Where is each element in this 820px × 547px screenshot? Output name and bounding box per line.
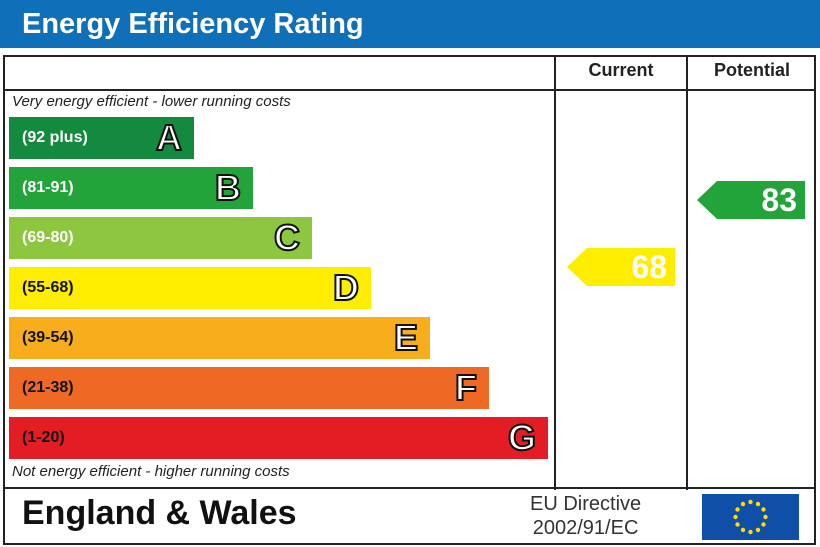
star [748,529,753,535]
star [761,507,766,512]
band-range: (21-38) [22,379,74,396]
chart-title: Energy Efficiency Rating [0,0,820,48]
band-e: (39-54) E [9,316,430,359]
band-letter: A [155,116,183,159]
band-letter: D [332,266,360,309]
band-a: (92 plus) A [9,116,194,159]
band-range: (92 plus) [22,129,88,146]
current-column-header: Current [588,60,654,80]
star [735,522,740,527]
directive-line2: 2002/91/EC [532,517,639,539]
band-letter: B [214,166,242,209]
divider [554,55,556,490]
band-range: (39-54) [22,329,74,346]
eu-flag-icon [702,494,799,540]
current-rating-value: 68 [631,249,667,285]
top-note: Very energy efficient - lower running co… [12,93,291,110]
band-d: (55-68) D [9,266,371,309]
potential-column-header: Potential [713,60,790,80]
current-rating-arrow: 68 [567,248,675,286]
divider [3,487,816,489]
band-range: (69-80) [22,229,74,246]
chart-frame [3,55,816,545]
eu-directive: EU Directive 2002/91/EC [530,492,641,540]
band-g: (1-20) G [9,416,548,459]
star [755,527,761,533]
directive-line1: EU Directive [530,493,642,515]
potential-rating-arrow: 83 [697,181,805,219]
potential-rating-value: 83 [761,182,797,218]
band-letter: F [454,366,478,409]
divider [686,55,688,490]
star [740,527,746,533]
divider [3,89,816,91]
band-c: (69-80) C [9,216,312,259]
star [733,514,738,520]
band-letter: C [273,216,301,259]
band-letter: G [507,416,537,459]
region-label: England & Wales [22,494,297,532]
star [748,499,753,505]
star [763,514,768,520]
band-range: (55-68) [22,279,74,296]
star [740,501,746,507]
band-range: (1-20) [22,429,65,446]
band-range: (81-91) [22,179,74,196]
band-letter: E [393,316,419,359]
band-b: (81-91) B [9,166,253,209]
star [735,507,740,512]
star [755,501,761,507]
star [761,522,766,527]
bottom-note: Not energy efficient - higher running co… [12,463,290,480]
band-f: (21-38) F [9,366,489,409]
